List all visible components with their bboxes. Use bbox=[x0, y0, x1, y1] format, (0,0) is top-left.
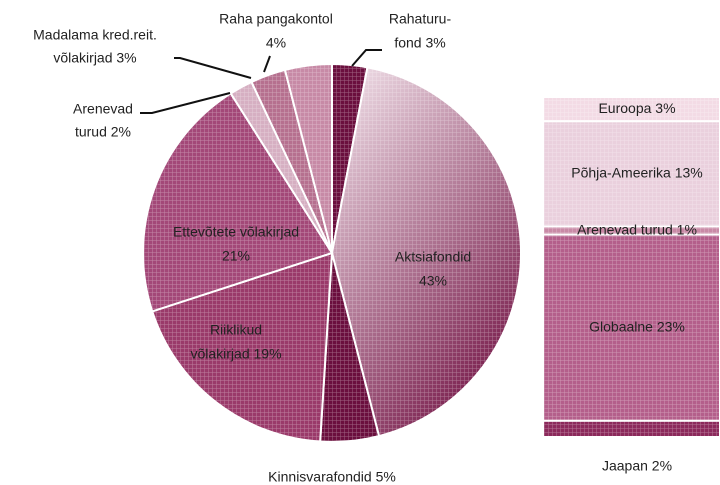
slice-label: võlakirjad 19% bbox=[190, 346, 281, 362]
slice-label: Rahaturu- bbox=[389, 11, 452, 27]
leader-line bbox=[263, 55, 271, 73]
segment-label: Põhja-Ameerika 13% bbox=[571, 165, 703, 181]
slice-label: Aktsiafondid bbox=[395, 249, 471, 265]
slice-label: 4% bbox=[266, 35, 286, 51]
slice-label: 21% bbox=[222, 248, 250, 264]
segment-label: Euroopa 3% bbox=[598, 100, 675, 116]
leader-line bbox=[140, 92, 231, 114]
segment-label: Arenevad turud 1% bbox=[577, 221, 697, 237]
slice-label: võlakirjad 3% bbox=[53, 50, 136, 66]
segment-texture bbox=[543, 234, 720, 421]
slice-label: Riiklikud bbox=[210, 322, 262, 338]
slice-label: Kinnisvarafondid 5% bbox=[268, 469, 396, 485]
segment-label: Globaalne 23% bbox=[589, 318, 685, 334]
slice-label: turud 2% bbox=[75, 124, 131, 140]
leader-lines bbox=[140, 49, 382, 114]
segment-texture bbox=[543, 226, 720, 235]
slice-label: Madalama kred.reit. bbox=[33, 27, 157, 43]
leader-line bbox=[174, 57, 252, 79]
segment-texture bbox=[543, 420, 720, 437]
segment-label: Jaapan 2% bbox=[602, 458, 672, 474]
slice-label: Arenevad bbox=[73, 101, 133, 117]
slice-label: 43% bbox=[419, 273, 447, 289]
slice-label: fond 3% bbox=[394, 35, 445, 51]
slice-label: Raha pangakontol bbox=[219, 11, 333, 27]
stacked-bar bbox=[542, 96, 720, 438]
segment-texture bbox=[543, 121, 720, 227]
segment-texture bbox=[543, 97, 720, 122]
leader-line bbox=[351, 49, 382, 67]
slice-label: Ettevõtete võlakirjad bbox=[173, 224, 299, 240]
